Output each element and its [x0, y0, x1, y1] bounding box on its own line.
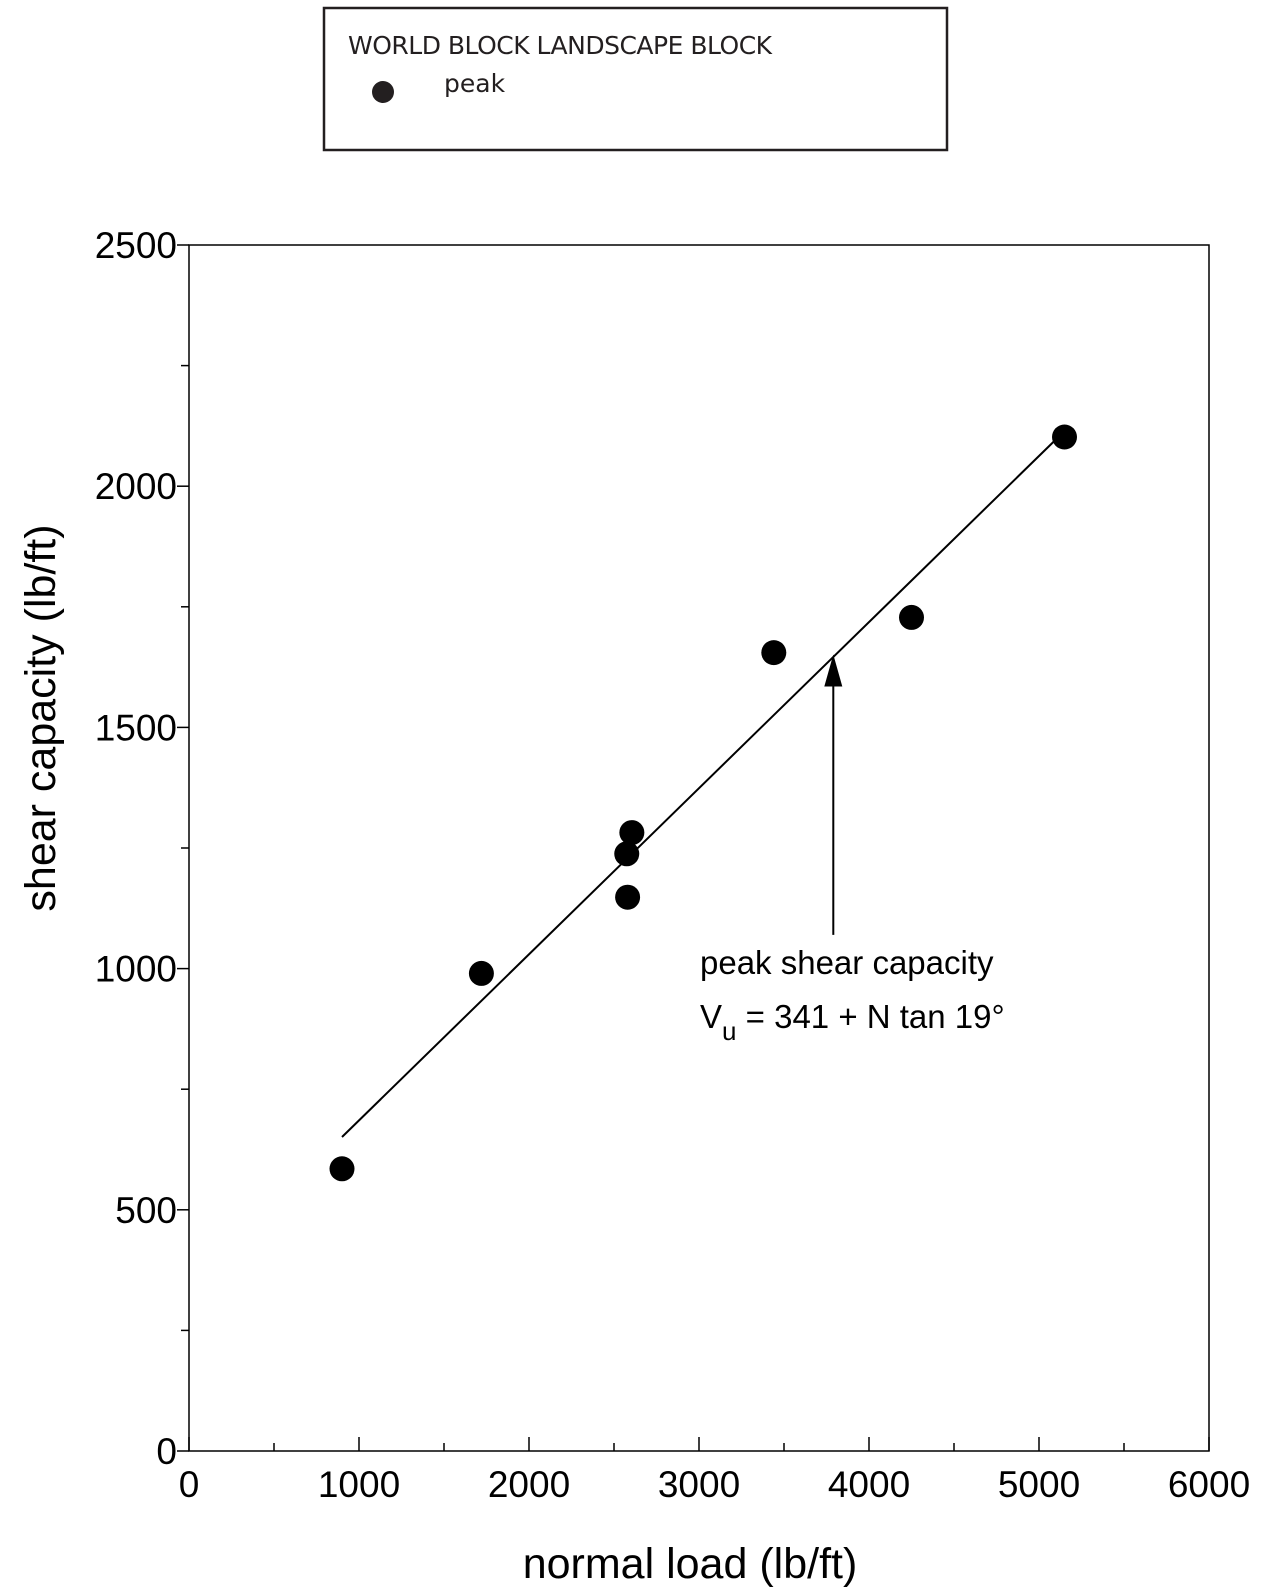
y-tick-label: 1500 — [95, 707, 177, 748]
y-tick-label: 2000 — [95, 466, 177, 507]
data-point — [614, 841, 640, 867]
annotation-arrow-head — [824, 654, 843, 687]
x-tick-label: 6000 — [1168, 1464, 1250, 1505]
annotation: peak shear capacity Vu = 341 + N tan 19° — [700, 654, 1005, 1046]
plot-frame — [188, 244, 1210, 1452]
plot-area: 0 1000 2000 3000 4000 5000 6000 0 500 1000 1500 20… — [95, 225, 1250, 1505]
legend-label-peak: peak — [444, 69, 506, 98]
data-point — [468, 960, 494, 986]
legend-marker-peak — [372, 81, 394, 103]
x-tick-label: 0 — [179, 1464, 200, 1505]
y-tick-label: 500 — [115, 1190, 177, 1231]
y-axis-title: shear capacity (lb/ft) — [17, 524, 65, 911]
annotation-eq-rest: = 341 + N tan 19° — [736, 998, 1004, 1035]
data-point — [329, 1156, 355, 1182]
annotation-eq-prefix: V — [700, 998, 722, 1035]
x-tick-label: 3000 — [658, 1464, 740, 1505]
data-point — [615, 884, 641, 910]
x-tick-label: 2000 — [488, 1464, 570, 1505]
annotation-line-1: peak shear capacity — [700, 944, 994, 981]
legend: WORLD BLOCK LANDSCAPE BLOCK peak — [322, 6, 949, 152]
x-axis: 0 1000 2000 3000 4000 5000 6000 — [179, 1437, 1250, 1505]
fit-line — [341, 438, 1057, 1138]
legend-box — [322, 6, 949, 152]
x-tick-label: 4000 — [828, 1464, 910, 1505]
legend-title: WORLD BLOCK LANDSCAPE BLOCK — [348, 31, 773, 60]
fit-line-group — [341, 438, 1057, 1138]
data-point — [619, 820, 645, 846]
y-axis: 0 500 1000 1500 2000 2500 — [95, 225, 189, 1472]
x-axis-title: normal load (lb/ft) — [523, 1540, 858, 1588]
y-tick-label: 2500 — [95, 225, 177, 266]
data-point — [761, 640, 787, 666]
annotation-eq-subscript: u — [722, 1016, 736, 1046]
annotation-equation: Vu = 341 + N tan 19° — [700, 998, 1005, 1046]
x-tick-label: 1000 — [318, 1464, 400, 1505]
data-point — [899, 604, 924, 630]
y-tick-label: 1000 — [95, 949, 177, 990]
y-tick-label: 0 — [156, 1431, 177, 1472]
x-tick-label: 5000 — [998, 1464, 1080, 1505]
data-point — [1052, 424, 1077, 450]
scatter-series-peak — [329, 424, 1077, 1182]
